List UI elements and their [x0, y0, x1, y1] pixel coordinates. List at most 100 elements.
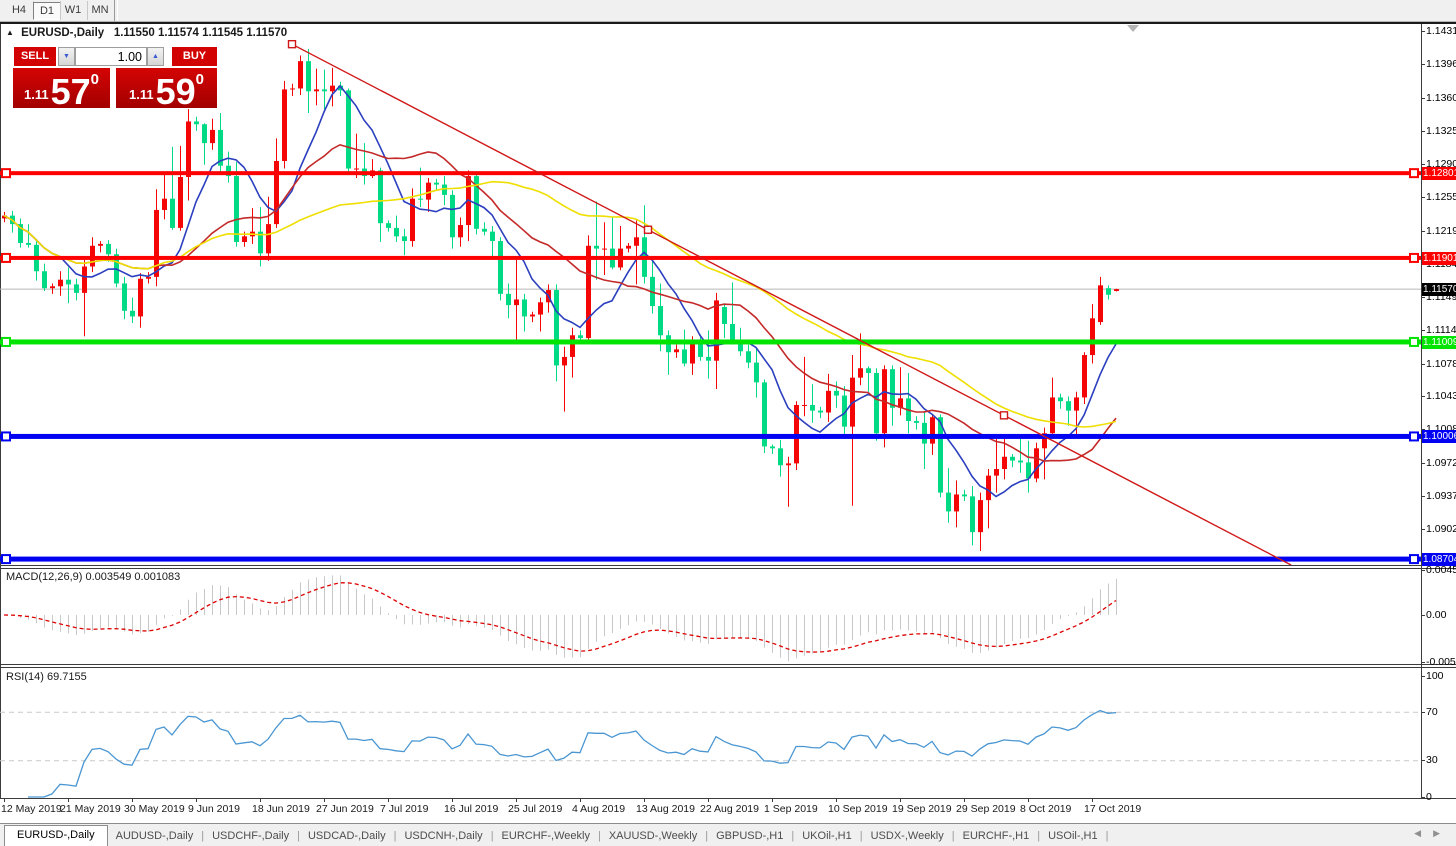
chart-shift-marker-icon[interactable] — [1127, 25, 1139, 32]
candle-body — [1074, 397, 1079, 411]
tab-item-usdcnh-daily[interactable]: USDCNH-,Daily — [404, 829, 483, 842]
sell-button[interactable]: SELL — [14, 47, 56, 66]
candle-body — [130, 310, 135, 317]
tab-separator: | — [705, 829, 709, 842]
pane-splitter[interactable] — [0, 565, 1456, 566]
candle-body — [930, 417, 935, 444]
price-axis-tick — [1421, 329, 1425, 331]
buy-price-button[interactable]: 1.11 59 0 — [116, 68, 217, 110]
tab-item-usdchf-daily[interactable]: USDCHF-,Daily — [212, 829, 290, 842]
horizontal-level-line[interactable] — [0, 556, 1421, 562]
trendline-handle[interactable] — [287, 39, 297, 49]
candle-body — [26, 242, 31, 245]
horizontal-level-line[interactable] — [0, 339, 1421, 345]
candle-body — [498, 241, 503, 294]
candle-body — [434, 182, 439, 185]
tab-item-usdcad-daily[interactable]: USDCAD-,Daily — [307, 829, 386, 842]
rsi-axis-label: 70 — [1426, 706, 1438, 718]
time-axis-label: 12 May 2019 — [1, 803, 62, 815]
time-axis-tick — [580, 798, 581, 802]
level-line-handle[interactable] — [1, 336, 11, 347]
rsi-pane-canvas[interactable] — [0, 668, 1421, 798]
tab-item-ukoil-h1[interactable]: UKOil-,H1 — [802, 829, 852, 842]
time-axis-tick — [644, 798, 645, 802]
price-axis-tick — [1421, 97, 1425, 99]
level-line-handle[interactable] — [1, 431, 11, 442]
candle-body — [746, 351, 751, 363]
horizontal-level-line[interactable] — [0, 433, 1421, 439]
timeframe-button-d1[interactable]: D1 — [33, 2, 61, 20]
candle-body — [626, 245, 631, 249]
level-line-handle[interactable] — [1409, 252, 1419, 263]
volume-up-button[interactable]: ▲ — [147, 47, 164, 66]
candle-body — [410, 198, 415, 242]
level-line-handle[interactable] — [1, 554, 11, 565]
tab-item-usdx-weekly[interactable]: USDX-,Weekly — [870, 829, 944, 842]
level-line-handle[interactable] — [1409, 336, 1419, 347]
time-axis-label: 19 Sep 2019 — [892, 803, 952, 815]
level-line-handle[interactable] — [1409, 431, 1419, 442]
level-line-handle[interactable] — [1, 252, 11, 263]
moving-average-line-45 — [3, 180, 1117, 428]
candle-body — [58, 279, 63, 287]
tab-item-xauusd-weekly[interactable]: XAUUSD-,Weekly — [608, 829, 698, 842]
sell-price-button[interactable]: 1.11 57 0 — [13, 68, 110, 110]
tab-item-usoil-h1[interactable]: USOil-,H1 — [1048, 829, 1098, 842]
main-chart-canvas[interactable] — [0, 24, 1421, 565]
level-line-handle[interactable] — [1, 168, 11, 179]
time-axis-label: 25 Jul 2019 — [508, 803, 563, 815]
candle-body — [514, 299, 519, 306]
time-axis-label: 13 Aug 2019 — [636, 803, 695, 815]
tab-scroll-left-icon[interactable]: ◀ — [1414, 828, 1434, 838]
tab-separator: | — [490, 829, 494, 842]
trendline-handle[interactable] — [643, 225, 653, 234]
candle-body — [586, 245, 591, 339]
timeframe-button-h4[interactable]: H4 — [11, 4, 27, 16]
pane-splitter[interactable] — [0, 664, 1456, 665]
time-axis-tick — [324, 798, 325, 802]
trendline-handle[interactable] — [999, 411, 1009, 420]
collapse-panel-icon[interactable]: ▲ — [6, 28, 14, 37]
macd-pane-canvas[interactable] — [0, 569, 1421, 664]
candle-body — [1090, 318, 1095, 356]
horizontal-level-line[interactable] — [0, 255, 1421, 260]
tab-scroll-right-icon[interactable]: ▶ — [1433, 828, 1452, 838]
tab-separator: | — [859, 829, 863, 842]
price-axis-tick — [1421, 296, 1425, 298]
level-line-handle[interactable] — [1409, 168, 1419, 179]
tab-item-eurchf-h1[interactable]: EURCHF-,H1 — [962, 829, 1030, 842]
candle-body — [810, 404, 815, 411]
candle-body — [482, 228, 487, 232]
time-axis-tick — [772, 798, 773, 802]
macd-signal-line — [3, 582, 1117, 653]
current-price-badge: 1.11570 — [1422, 283, 1456, 297]
pane-splitter[interactable] — [0, 667, 1456, 668]
volume-input[interactable] — [75, 47, 147, 66]
candle-body — [1026, 462, 1031, 479]
candle-body — [402, 236, 407, 242]
candle-body — [1018, 460, 1023, 463]
tab-item-eurchf-weekly[interactable]: EURCHF-,Weekly — [501, 829, 590, 842]
horizontal-level-line[interactable] — [0, 171, 1421, 176]
tab-item-gbpusd-h1[interactable]: GBPUSD-,H1 — [716, 829, 784, 842]
candle-body — [242, 236, 247, 243]
tab-item-audusd-daily[interactable]: AUDUSD-,Daily — [115, 829, 194, 842]
tab-item-eurusd-daily[interactable]: EURUSD-,Daily — [4, 825, 108, 846]
timeframe-button-mn[interactable]: MN — [91, 4, 109, 16]
buy-price-sup: 0 — [195, 71, 204, 88]
candle-body — [762, 382, 767, 447]
candle-body — [1010, 456, 1015, 461]
level-line-handle[interactable] — [1409, 554, 1419, 565]
candle-body — [330, 85, 335, 92]
time-axis-tick — [452, 798, 453, 802]
timeframe-button-w1[interactable]: W1 — [64, 4, 82, 16]
macd-axis-label: 0.00 — [1426, 609, 1447, 621]
pane-splitter[interactable] — [0, 568, 1456, 569]
toolbar-groove — [114, 0, 118, 21]
price-level-badge: 1.11901 — [1422, 251, 1456, 265]
time-axis-tick — [132, 798, 133, 802]
buy-button[interactable]: BUY — [172, 47, 217, 66]
descending-trendline[interactable] — [291, 43, 1292, 565]
candle-body — [962, 494, 967, 497]
volume-down-button[interactable]: ▼ — [58, 47, 75, 66]
